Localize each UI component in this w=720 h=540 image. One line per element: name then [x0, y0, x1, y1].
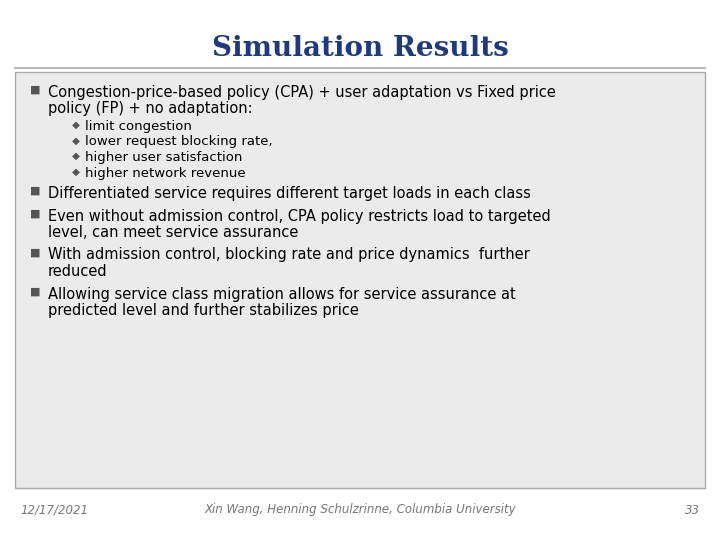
- Text: reduced: reduced: [48, 264, 107, 279]
- Text: 12/17/2021: 12/17/2021: [20, 503, 88, 516]
- Text: lower request blocking rate,: lower request blocking rate,: [85, 136, 273, 148]
- Text: 33: 33: [685, 503, 700, 516]
- Text: level, can meet service assurance: level, can meet service assurance: [48, 225, 298, 240]
- Text: ◆: ◆: [72, 120, 80, 130]
- Text: ■: ■: [30, 208, 40, 219]
- Text: Even without admission control, CPA policy restricts load to targeted: Even without admission control, CPA poli…: [48, 208, 551, 224]
- Text: ■: ■: [30, 247, 40, 258]
- Text: higher network revenue: higher network revenue: [85, 166, 246, 179]
- Text: ■: ■: [30, 85, 40, 95]
- Text: policy (FP) + no adaptation:: policy (FP) + no adaptation:: [48, 102, 253, 117]
- Text: predicted level and further stabilizes price: predicted level and further stabilizes p…: [48, 303, 359, 318]
- Text: Congestion-price-based policy (CPA) + user adaptation vs Fixed price: Congestion-price-based policy (CPA) + us…: [48, 85, 556, 100]
- Text: higher user satisfaction: higher user satisfaction: [85, 151, 243, 164]
- Text: ◆: ◆: [72, 151, 80, 161]
- FancyBboxPatch shape: [15, 72, 705, 488]
- Text: ■: ■: [30, 287, 40, 296]
- Text: Differentiated service requires different target loads in each class: Differentiated service requires differen…: [48, 186, 531, 201]
- Text: Xin Wang, Henning Schulzrinne, Columbia University: Xin Wang, Henning Schulzrinne, Columbia …: [204, 503, 516, 516]
- Text: With admission control, blocking rate and price dynamics  further: With admission control, blocking rate an…: [48, 247, 530, 262]
- Text: Simulation Results: Simulation Results: [212, 35, 508, 62]
- Text: limit congestion: limit congestion: [85, 120, 192, 133]
- Text: ◆: ◆: [72, 166, 80, 177]
- Text: ■: ■: [30, 186, 40, 196]
- Text: ◆: ◆: [72, 136, 80, 145]
- Text: Allowing service class migration allows for service assurance at: Allowing service class migration allows …: [48, 287, 516, 301]
